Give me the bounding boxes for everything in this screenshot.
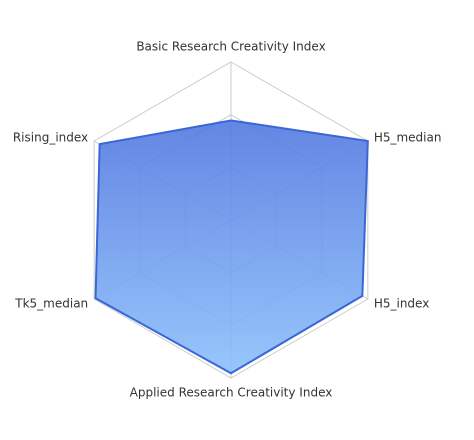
axis-label: H5_median bbox=[374, 131, 442, 145]
axis-label: Tk5_median bbox=[14, 297, 88, 311]
axis-label: Basic Research Creativity Index bbox=[136, 40, 325, 54]
axis-label: Rising_index bbox=[13, 131, 88, 145]
axis-label: H5_index bbox=[374, 297, 430, 311]
radar-area bbox=[94, 119, 369, 375]
axis-label: Applied Research Creativity Index bbox=[130, 386, 333, 400]
